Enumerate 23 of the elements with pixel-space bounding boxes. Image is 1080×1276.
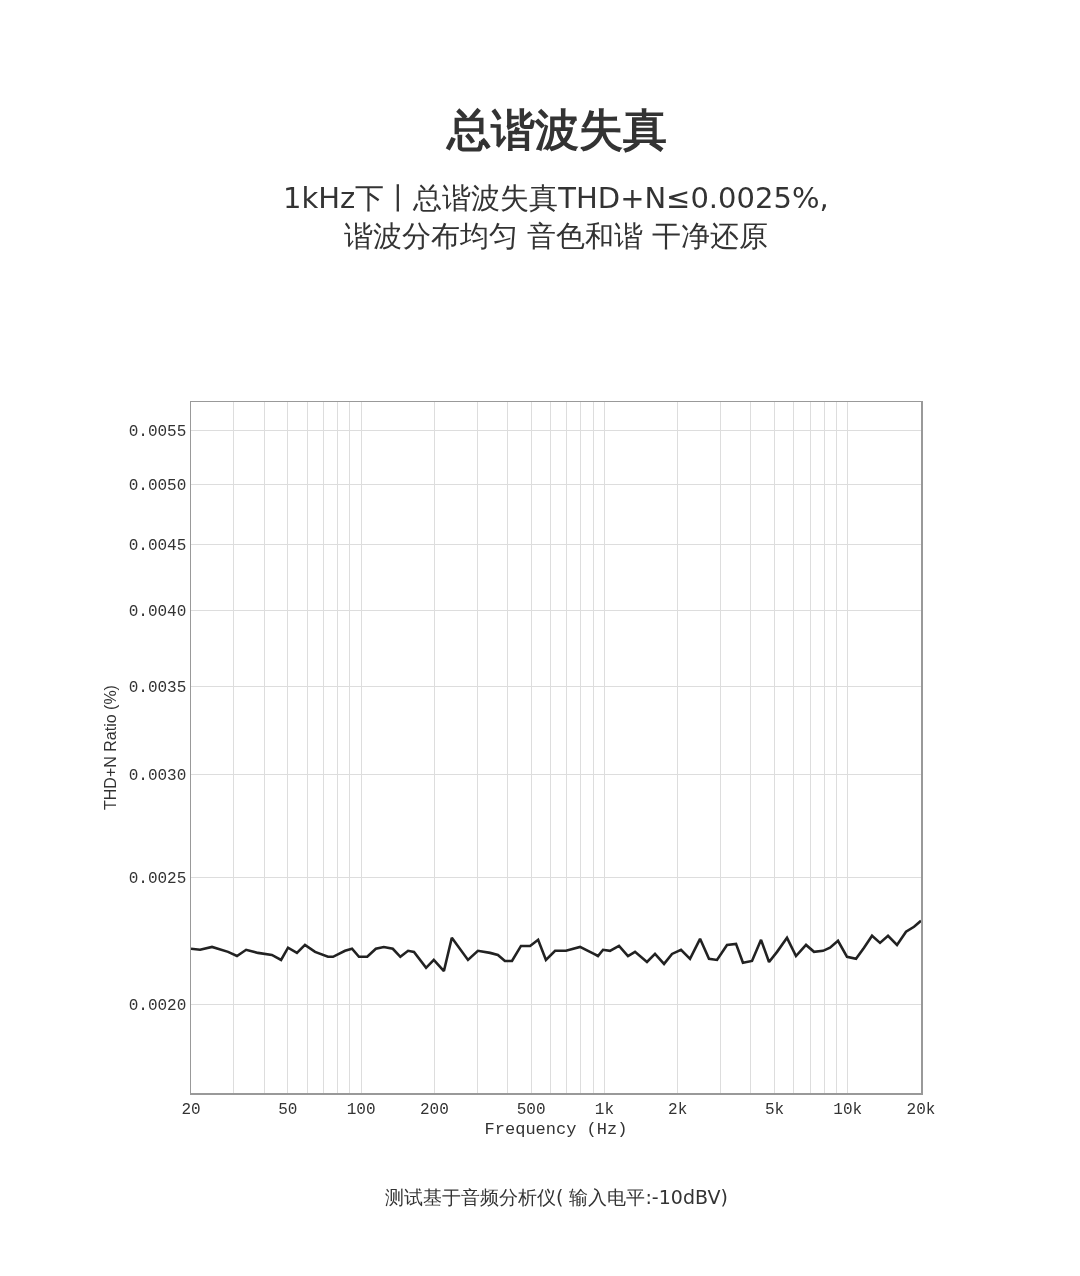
y-tick-label: 0.0025: [128, 870, 187, 889]
x-tick-label: 500: [516, 1100, 546, 1119]
chart-subtitle: 1kHz下丨总谐波失真THD+N≤0.0025%, 谐波分布均匀 音色和谐 干净还原: [283, 181, 829, 253]
x-tick-label: 20k: [906, 1100, 936, 1119]
x-tick-label: 50: [278, 1100, 298, 1119]
y-tick-label: 0.0040: [128, 603, 187, 622]
x-tick-label: 2k: [668, 1100, 688, 1119]
y-tick-label: 0.0020: [128, 996, 187, 1015]
y-tick-label: 0.0035: [128, 679, 187, 698]
x-tick-label: 10k: [833, 1100, 863, 1119]
y-tick-label: 0.0050: [128, 476, 187, 495]
x-tick-label: 100: [346, 1100, 376, 1119]
x-axis-title: Frequency (Hz): [484, 1119, 628, 1139]
x-tick-label: 200: [419, 1100, 449, 1119]
chart-title: 总谐波失真: [445, 104, 667, 155]
x-tick-label: 1k: [594, 1100, 615, 1119]
y-tick-label: 0.0055: [128, 422, 187, 441]
text: 测试基于音频分析仪( 输入电平:-10dBV): [385, 1186, 728, 1208]
x-tick-label: 20: [181, 1100, 201, 1119]
x-tick-label: 5k: [764, 1100, 785, 1119]
y-tick-label: 0.0030: [128, 766, 187, 785]
y-tick-label: 0.0045: [128, 536, 187, 555]
y-axis-title: THD+N Ratio (%): [101, 685, 119, 810]
